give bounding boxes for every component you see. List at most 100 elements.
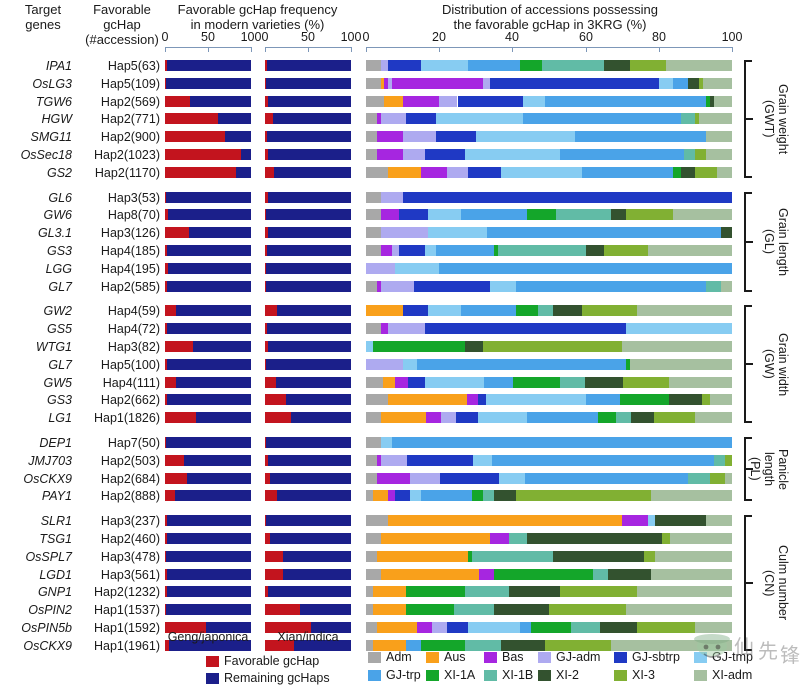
haplotype-label: Hap3(126)	[100, 226, 160, 241]
distribution-stacked-bar	[366, 227, 732, 239]
geng-frequency-bar	[165, 639, 251, 651]
distribution-segment-gj-tmp	[395, 262, 440, 274]
geng-frequency-bar	[165, 533, 251, 544]
distribution-segment-xi-1a	[519, 60, 542, 71]
remaining-segment	[267, 227, 351, 239]
favorable-segment	[265, 437, 266, 448]
remaining-segment	[166, 358, 251, 370]
geng-frequency-bar	[165, 604, 251, 616]
legend-item-population[interactable]: GJ-trp	[368, 668, 421, 682]
distribution-segment-gj-sbtrp	[406, 454, 474, 466]
legend-item-population[interactable]: XI-1B	[484, 668, 533, 682]
geng-frequency-bar	[165, 437, 251, 448]
distribution-stacked-bar	[366, 472, 732, 484]
legend-swatch-icon	[206, 672, 219, 684]
gene-label: TGW6	[35, 94, 72, 109]
favorable-segment	[165, 533, 167, 544]
distribution-segment-gj-trp	[468, 60, 520, 71]
legend-item-population[interactable]: XI-2	[538, 668, 579, 682]
xian-frequency-bar	[265, 568, 351, 580]
haplotype-label: Hap2(585)	[100, 279, 160, 294]
distribution-segment-gj-tmp	[490, 280, 517, 292]
legend-item-population[interactable]: GJ-adm	[538, 650, 600, 664]
geng-frequency-bar	[165, 209, 251, 221]
distribution-segment-xi-1a	[420, 639, 465, 651]
distribution-segment-aus	[376, 622, 418, 633]
distribution-segment-aus	[376, 550, 469, 562]
legend-item-population[interactable]: XI-1A	[426, 668, 475, 682]
legend-item-population[interactable]: Adm	[368, 650, 412, 664]
distribution-segment-xi-1b	[556, 209, 612, 221]
legend-item-frequency[interactable]: Remaining gcHaps	[206, 671, 330, 685]
geng-frequency-bar	[165, 568, 251, 580]
favorable-segment	[265, 166, 275, 178]
legend-item-population[interactable]: GJ-sbtrp	[614, 650, 680, 664]
haplotype-label: Hap2(1232)	[93, 585, 160, 600]
legend-label: XI-1A	[444, 668, 476, 682]
group-bracket	[744, 305, 754, 424]
haplotype-label: Hap3(478)	[100, 549, 160, 564]
remaining-segment	[166, 280, 251, 292]
remaining-segment	[311, 622, 351, 633]
distribution-segment-gj-adm	[380, 454, 407, 466]
remaining-segment	[270, 472, 351, 484]
geng-frequency-bar	[165, 191, 251, 203]
legend-swatch-icon	[368, 651, 381, 663]
favorable-segment	[165, 227, 190, 239]
favorable-segment	[165, 245, 167, 256]
distribution-segment-bas	[391, 77, 484, 89]
xian-frequency-bar	[265, 60, 351, 71]
geng-frequency-bar	[165, 454, 251, 466]
legend-swatch-icon	[694, 669, 707, 681]
legend-item-population[interactable]: XI-3	[614, 668, 655, 682]
bracket-bottom-arm	[744, 289, 752, 292]
favorable-segment	[165, 604, 166, 616]
legend-item-frequency[interactable]: Favorable gcHap	[206, 654, 319, 668]
distribution-segment-gj-adm	[446, 166, 469, 178]
distribution-segment-xi-1b	[497, 245, 586, 256]
distribution-segment-gj-trp	[420, 490, 473, 502]
distribution-stacked-bar	[366, 515, 732, 527]
bracket-middle-tick	[746, 117, 753, 120]
distribution-segment-xi-2	[611, 209, 626, 221]
gene-label: TSG1	[39, 532, 72, 546]
legend-item-population[interactable]: GJ-tmp	[694, 650, 753, 664]
gene-label: SMG11	[30, 130, 72, 145]
distribution-segment-gj-adm	[402, 149, 425, 160]
xian-frequency-bar	[265, 639, 351, 651]
favorable-segment	[265, 412, 291, 424]
legend-item-population[interactable]: Aus	[426, 650, 466, 664]
header-target-genes: Target genes	[24, 2, 62, 32]
remaining-segment	[276, 376, 351, 388]
geng-frequency-bar	[165, 166, 251, 178]
distribution-segment-xi-1b	[508, 533, 528, 544]
distribution-segment-xi-adm	[706, 149, 732, 160]
distribution-segment-xi-2	[680, 166, 696, 178]
haplotype-label: Hap7(50)	[107, 436, 160, 450]
geng-frequency-bar	[165, 490, 251, 502]
distribution-segment-gj-trp	[461, 209, 528, 221]
group-label: Grain length (GL)	[762, 207, 790, 276]
legend-item-population[interactable]: XI-adm	[694, 668, 752, 682]
distribution-segment-bas	[376, 149, 403, 160]
bracket-spine	[744, 515, 746, 651]
remaining-segment	[165, 77, 251, 89]
bracket-bottom-arm	[744, 648, 752, 651]
distribution-segment-xi-3	[709, 472, 725, 484]
remaining-segment	[240, 149, 251, 160]
xian-frequency-bar	[265, 149, 351, 160]
legend-item-population[interactable]: Bas	[484, 650, 524, 664]
group-bracket	[744, 437, 754, 502]
haplotype-label: Hap2(662)	[100, 393, 160, 408]
favorable-segment	[165, 472, 188, 484]
xian-frequency-bar	[265, 586, 351, 598]
distribution-segment-xi-2	[552, 550, 645, 562]
distribution-stacked-bar	[366, 604, 732, 616]
haplotype-label: Hap4(111)	[102, 375, 160, 390]
legend-label: GJ-tmp	[712, 650, 753, 664]
distribution-segment-gj-trp	[461, 305, 517, 317]
favorable-segment	[265, 533, 271, 544]
xian-tick	[308, 47, 309, 52]
geng-frequency-bar	[165, 376, 251, 388]
